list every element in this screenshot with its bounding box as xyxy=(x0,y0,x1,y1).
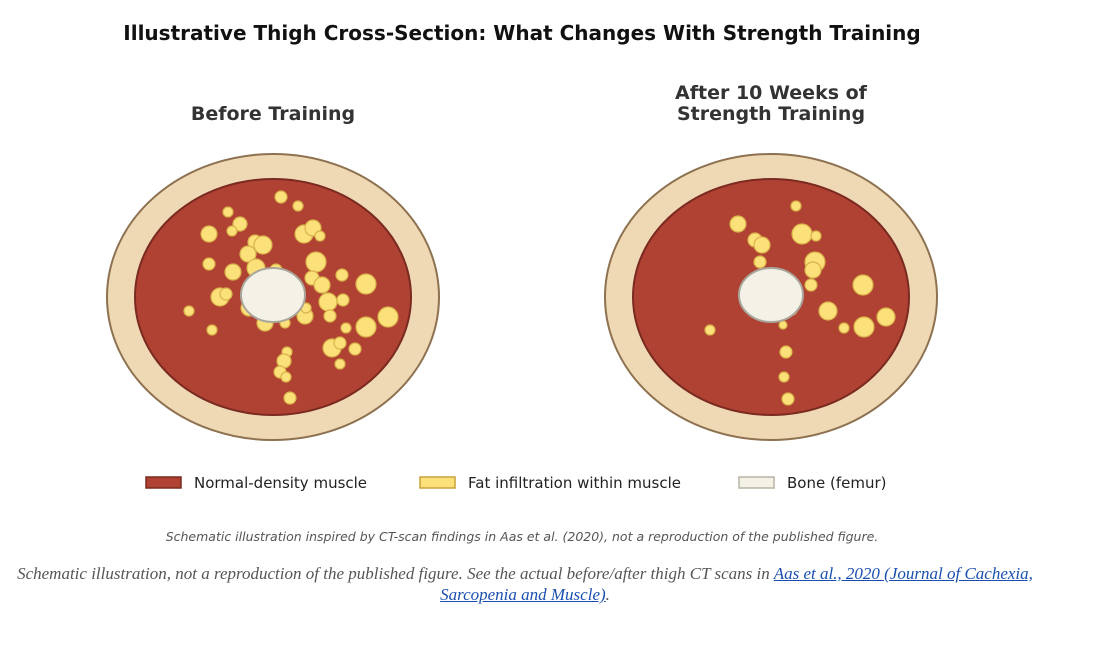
bone xyxy=(738,267,804,323)
fat-deposit xyxy=(340,322,352,334)
fat-deposit xyxy=(292,200,304,212)
panel-title: Before Training xyxy=(191,103,355,125)
fat-deposit xyxy=(224,263,242,281)
citation-link[interactable]: Aas et al., 2020 (Journal of Cachexia, S… xyxy=(440,564,1033,604)
fat-deposit xyxy=(753,255,767,269)
fat-deposit xyxy=(283,391,297,405)
fat-deposit xyxy=(222,206,234,218)
bone xyxy=(240,267,306,323)
fat-deposit xyxy=(323,309,337,323)
fat-deposit xyxy=(852,274,874,296)
fat-deposit xyxy=(183,305,195,317)
fat-deposit xyxy=(804,278,818,292)
fat-deposit xyxy=(314,230,326,242)
panel-title: After 10 Weeks of xyxy=(675,82,868,104)
fat-deposit xyxy=(377,306,399,328)
fat-deposit xyxy=(853,316,875,338)
caption: Schematic illustration, not a reproducti… xyxy=(10,563,1040,605)
legend-swatch xyxy=(145,476,182,489)
fat-deposit xyxy=(200,225,218,243)
fat-deposit xyxy=(355,316,377,338)
fat-deposit xyxy=(729,215,747,233)
legend-swatch xyxy=(419,476,456,489)
fat-deposit xyxy=(219,287,233,301)
fat-deposit xyxy=(318,292,338,312)
fat-deposit xyxy=(206,324,218,336)
fat-deposit xyxy=(790,200,802,212)
fat-deposit xyxy=(818,301,838,321)
fat-deposit xyxy=(348,342,362,356)
panel-title: Strength Training xyxy=(677,103,865,125)
fat-deposit xyxy=(239,245,257,263)
fat-deposit xyxy=(333,336,347,350)
fat-deposit xyxy=(226,225,238,237)
fat-deposit xyxy=(778,371,790,383)
fat-deposit xyxy=(274,190,288,204)
fat-deposit xyxy=(313,276,331,294)
fat-deposit xyxy=(810,230,822,242)
fat-deposit xyxy=(355,273,377,295)
legend-label: Bone (femur) xyxy=(787,474,886,492)
fat-deposit xyxy=(334,358,346,370)
title: Illustrative Thigh Cross-Section: What C… xyxy=(123,21,920,45)
fat-deposit xyxy=(335,268,349,282)
fat-deposit xyxy=(779,345,793,359)
caption-text: Schematic illustration, not a reproducti… xyxy=(17,564,774,583)
fat-deposit xyxy=(704,324,716,336)
note: Schematic illustration inspired by CT-sc… xyxy=(166,529,879,544)
fat-deposit xyxy=(778,320,788,330)
fat-deposit xyxy=(280,371,292,383)
figure: Illustrative Thigh Cross-Section: What C… xyxy=(106,21,938,544)
fat-deposit xyxy=(305,251,327,273)
caption-suffix: . xyxy=(605,585,610,604)
fat-deposit xyxy=(253,235,273,255)
fat-deposit xyxy=(232,216,248,232)
fat-deposit xyxy=(838,322,850,334)
fat-deposit xyxy=(336,293,350,307)
fat-deposit xyxy=(202,257,216,271)
legend-label: Fat infiltration within muscle xyxy=(468,474,681,492)
fat-deposit xyxy=(804,261,822,279)
legend-label: Normal-density muscle xyxy=(194,474,367,492)
fat-deposit xyxy=(876,307,896,327)
fat-deposit xyxy=(753,236,771,254)
fat-deposit xyxy=(791,223,813,245)
fat-deposit xyxy=(781,392,795,406)
legend-swatch xyxy=(738,476,775,489)
